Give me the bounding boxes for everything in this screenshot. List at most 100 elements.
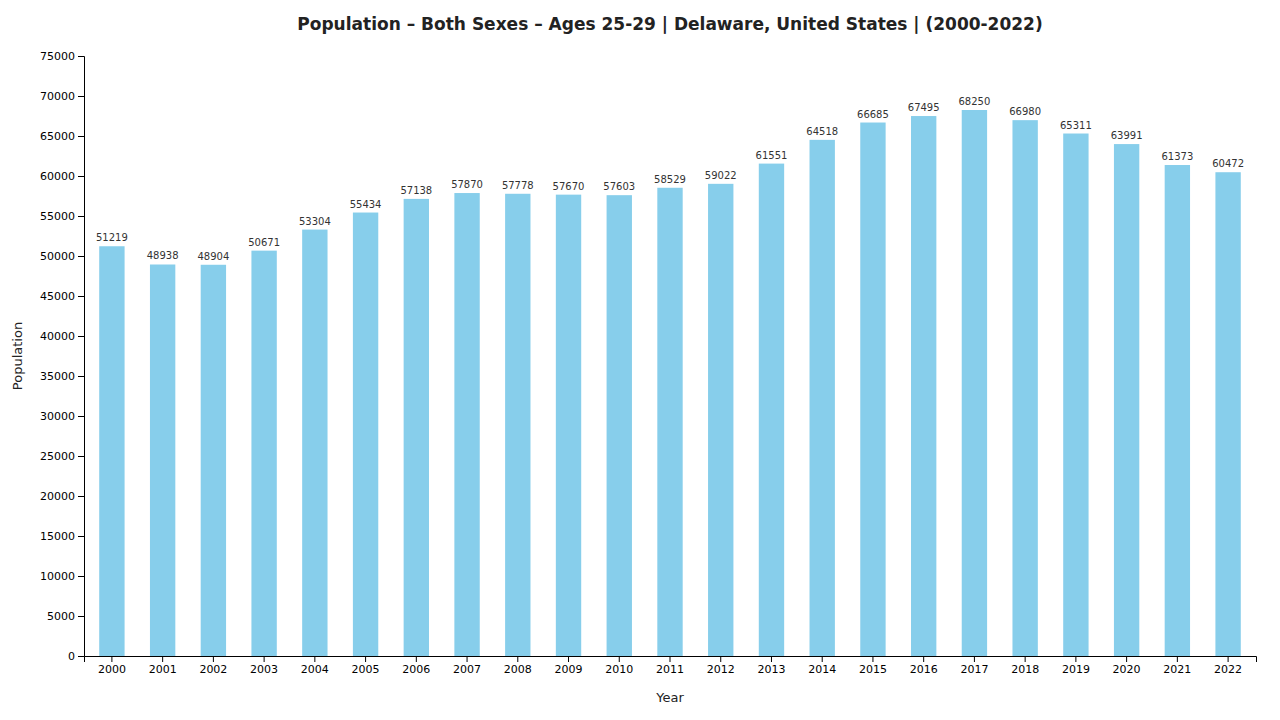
x-tick: 2007 bbox=[453, 656, 481, 676]
y-tick-label: 50000 bbox=[40, 250, 75, 263]
x-tick-label: 2012 bbox=[707, 663, 735, 676]
x-tick-mark bbox=[822, 656, 823, 662]
data-label: 66685 bbox=[857, 109, 889, 120]
x-tick-mark bbox=[213, 656, 214, 662]
data-label: 51219 bbox=[96, 232, 128, 243]
y-tick-label: 10000 bbox=[40, 570, 75, 583]
x-tick: 2000 bbox=[98, 656, 126, 676]
x-tick-label: 2018 bbox=[1011, 663, 1039, 676]
y-tick-label: 30000 bbox=[40, 410, 75, 423]
x-tick: 2020 bbox=[1113, 656, 1141, 676]
y-tick-label: 75000 bbox=[40, 50, 75, 63]
y-tick-mark bbox=[78, 56, 84, 57]
data-label: 48904 bbox=[197, 251, 229, 262]
x-tick: 2006 bbox=[402, 656, 430, 676]
y-tick-mark bbox=[78, 536, 84, 537]
data-label: 55434 bbox=[350, 199, 382, 210]
y-tick-label: 0 bbox=[68, 650, 75, 663]
bars bbox=[99, 110, 1241, 656]
y-tick: 40000 bbox=[40, 330, 84, 343]
x-tick-label: 2006 bbox=[402, 663, 430, 676]
x-tick: 2019 bbox=[1062, 656, 1090, 676]
x-tick-mark bbox=[517, 656, 518, 662]
x-tick-label: 2015 bbox=[859, 663, 887, 676]
y-tick-label: 40000 bbox=[40, 330, 75, 343]
y-tick-label: 20000 bbox=[40, 490, 75, 503]
x-tick-label: 2007 bbox=[453, 663, 481, 676]
x-tick-mark bbox=[568, 656, 569, 662]
x-tick-mark bbox=[771, 656, 772, 662]
y-tick: 50000 bbox=[40, 250, 84, 263]
x-tick-label: 2021 bbox=[1163, 663, 1191, 676]
data-label: 61373 bbox=[1161, 151, 1193, 162]
x-tick: 2003 bbox=[250, 656, 278, 676]
y-tick: 45000 bbox=[40, 290, 84, 303]
bar bbox=[911, 116, 936, 656]
bar bbox=[251, 251, 276, 656]
x-tick-mark bbox=[416, 656, 417, 662]
data-label: 57778 bbox=[502, 180, 534, 191]
x-tick: 2011 bbox=[656, 656, 684, 676]
x-tick-mark bbox=[467, 656, 468, 662]
data-label: 68250 bbox=[959, 96, 991, 107]
y-tick-mark bbox=[78, 416, 84, 417]
x-tick: 2009 bbox=[555, 656, 583, 676]
x-tick: 2016 bbox=[910, 656, 938, 676]
y-tick-label: 15000 bbox=[40, 530, 75, 543]
x-tick-label: 2008 bbox=[504, 663, 532, 676]
y-tick: 70000 bbox=[40, 90, 84, 103]
chart-title: Population – Both Sexes – Ages 25-29 | D… bbox=[297, 14, 1042, 34]
data-label: 57138 bbox=[400, 185, 432, 196]
y-tick: 25000 bbox=[40, 450, 84, 463]
x-tick-mark bbox=[1228, 656, 1229, 662]
y-tick-mark bbox=[78, 296, 84, 297]
x-tick: 2014 bbox=[808, 656, 836, 676]
x-tick: 2021 bbox=[1163, 656, 1191, 676]
x-tick-label: 2000 bbox=[98, 663, 126, 676]
x-tick: 2012 bbox=[707, 656, 735, 676]
data-label: 63991 bbox=[1111, 130, 1143, 141]
x-tick-mark bbox=[111, 656, 112, 662]
y-tick-mark bbox=[78, 576, 84, 577]
bar bbox=[404, 199, 429, 656]
x-tick-label: 2009 bbox=[555, 663, 583, 676]
bar bbox=[962, 110, 987, 656]
x-tick-label: 2019 bbox=[1062, 663, 1090, 676]
y-tick-label: 55000 bbox=[40, 210, 75, 223]
x-tick: 2022 bbox=[1214, 656, 1242, 676]
bar bbox=[1114, 144, 1139, 656]
x-tick-label: 2022 bbox=[1214, 663, 1242, 676]
y-tick: 10000 bbox=[40, 570, 84, 583]
y-tick-mark bbox=[78, 96, 84, 97]
chart-svg: 5121948938489045067153304554345713857870… bbox=[0, 0, 1280, 720]
x-tick: 2005 bbox=[352, 656, 380, 676]
data-label: 64518 bbox=[806, 126, 838, 137]
x-tick-mark bbox=[1126, 656, 1127, 662]
y-tick-label: 70000 bbox=[40, 90, 75, 103]
plot-area: 5121948938489045067153304554345713857870… bbox=[40, 50, 1257, 676]
data-label: 58529 bbox=[654, 174, 686, 185]
data-label: 66980 bbox=[1009, 106, 1041, 117]
bar bbox=[353, 213, 378, 656]
x-tick-label: 2017 bbox=[960, 663, 988, 676]
x-tick-mark bbox=[670, 656, 671, 662]
x-tick-mark bbox=[1075, 656, 1076, 662]
y-tick-label: 5000 bbox=[47, 610, 75, 623]
data-label: 50671 bbox=[248, 237, 280, 248]
x-tick: 2018 bbox=[1011, 656, 1039, 676]
x-tick-mark bbox=[1177, 656, 1178, 662]
x-tick-mark bbox=[619, 656, 620, 662]
bar bbox=[1165, 165, 1190, 656]
y-tick: 15000 bbox=[40, 530, 84, 543]
bar bbox=[150, 264, 175, 656]
x-tick-mark bbox=[314, 656, 315, 662]
x-tick-mark bbox=[264, 656, 265, 662]
x-axis: 2000200120022003200420052006200720082009… bbox=[85, 656, 1257, 676]
bar bbox=[607, 195, 632, 656]
y-tick-mark bbox=[78, 336, 84, 337]
bar bbox=[302, 230, 327, 656]
x-tick-mark bbox=[162, 656, 163, 662]
y-tick-label: 25000 bbox=[40, 450, 75, 463]
x-tick-label: 2002 bbox=[199, 663, 227, 676]
y-tick: 55000 bbox=[40, 210, 84, 223]
